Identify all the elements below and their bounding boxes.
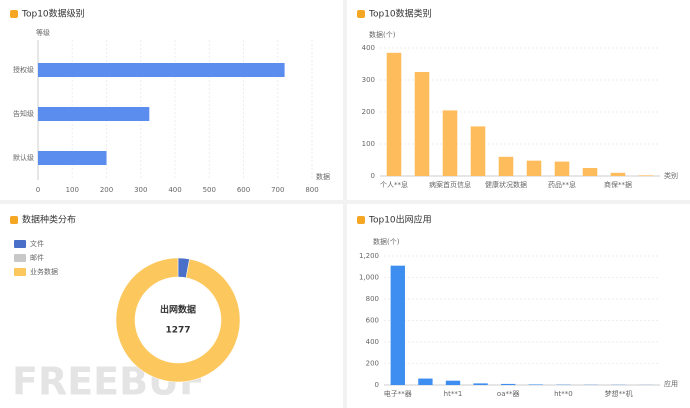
x-tick-label: 200 bbox=[100, 186, 113, 194]
bar bbox=[390, 265, 405, 385]
y-tick-label: 800 bbox=[366, 295, 379, 303]
y-tick-label: 授权级 bbox=[13, 65, 34, 74]
x-tick-label: ht**0 bbox=[554, 390, 573, 398]
x-tick-label: 药品**息 bbox=[548, 180, 576, 189]
bar bbox=[414, 72, 430, 176]
y-tick-label: 200 bbox=[366, 360, 379, 368]
y-tick-label: 300 bbox=[362, 76, 375, 84]
bar bbox=[442, 110, 458, 176]
bar bbox=[638, 175, 654, 176]
x-tick-label: 600 bbox=[237, 186, 250, 194]
x-axis-label: 类别 bbox=[664, 171, 678, 180]
panel bbox=[0, 0, 343, 200]
bar bbox=[445, 380, 461, 385]
bar bbox=[610, 172, 626, 176]
legend-swatch bbox=[14, 240, 26, 248]
x-tick-label: ht**1 bbox=[444, 390, 463, 398]
x-tick-label: 梦想**机 bbox=[605, 389, 633, 398]
x-tick-label: 商保**据 bbox=[604, 180, 632, 189]
x-tick-label: 700 bbox=[271, 186, 284, 194]
x-tick-label: 300 bbox=[134, 186, 147, 194]
x-tick-label: oa**器 bbox=[497, 390, 520, 398]
panel-title: Top10数据级别 bbox=[21, 8, 85, 20]
y-tick-label: 200 bbox=[362, 108, 375, 116]
bar bbox=[38, 151, 107, 165]
bar bbox=[470, 126, 486, 176]
legend-label: 业务数据 bbox=[30, 267, 58, 276]
legend-label: 邮件 bbox=[30, 253, 44, 262]
legend-swatch bbox=[14, 254, 26, 262]
x-axis-label: 应用 bbox=[664, 379, 678, 388]
y-tick-label: 0 bbox=[371, 172, 375, 180]
legend-label: 文件 bbox=[30, 239, 44, 248]
y-axis-label: 数据(个) bbox=[369, 30, 396, 39]
x-tick-label: 500 bbox=[203, 186, 216, 194]
y-tick-label: 400 bbox=[366, 338, 379, 346]
y-tick-label: 1,200 bbox=[359, 252, 379, 260]
y-tick-label: 100 bbox=[362, 140, 375, 148]
bar bbox=[528, 384, 543, 385]
title-icon bbox=[357, 10, 365, 18]
y-tick-label: 1,000 bbox=[359, 274, 379, 282]
bar bbox=[386, 52, 402, 176]
y-axis-label: 数据(个) bbox=[373, 237, 400, 246]
x-tick-label: 病案首页信息 bbox=[429, 180, 471, 189]
title-icon bbox=[10, 216, 18, 224]
x-axis-label: 数据 bbox=[316, 172, 330, 181]
panel-title: Top10出网应用 bbox=[368, 214, 432, 226]
x-tick-label: 电子**器 bbox=[384, 389, 412, 398]
bar bbox=[554, 161, 570, 176]
x-tick-label: 健康状况数据 bbox=[485, 180, 527, 189]
x-tick-label: 0 bbox=[36, 186, 40, 194]
bar bbox=[418, 378, 433, 385]
x-tick-label: 个人**息 bbox=[380, 180, 408, 189]
panel-title: 数据种类分布 bbox=[22, 214, 76, 226]
bar bbox=[473, 383, 488, 385]
x-tick-label: 800 bbox=[305, 186, 318, 194]
title-icon bbox=[10, 10, 18, 18]
center-total: 1277 bbox=[165, 326, 190, 336]
y-axis-label: 等级 bbox=[36, 28, 50, 37]
title-icon bbox=[357, 216, 365, 224]
bar bbox=[526, 160, 542, 176]
panel bbox=[347, 0, 690, 200]
x-tick-label: 100 bbox=[66, 186, 79, 194]
bar bbox=[582, 168, 598, 176]
panel-title: Top10数据类别 bbox=[368, 8, 432, 20]
legend-swatch bbox=[14, 268, 26, 276]
y-tick-label: 600 bbox=[366, 317, 379, 325]
center-label: 出网数据 bbox=[160, 304, 196, 316]
bar bbox=[38, 107, 150, 121]
y-tick-label: 400 bbox=[362, 44, 375, 52]
y-tick-label: 0 bbox=[375, 381, 379, 389]
x-tick-label: 400 bbox=[168, 186, 181, 194]
y-tick-label: 告知级 bbox=[13, 109, 34, 118]
y-tick-label: 默认级 bbox=[13, 153, 34, 162]
bar bbox=[38, 63, 285, 77]
bar bbox=[498, 156, 514, 176]
donut-slice bbox=[115, 257, 241, 383]
bar bbox=[501, 383, 516, 385]
